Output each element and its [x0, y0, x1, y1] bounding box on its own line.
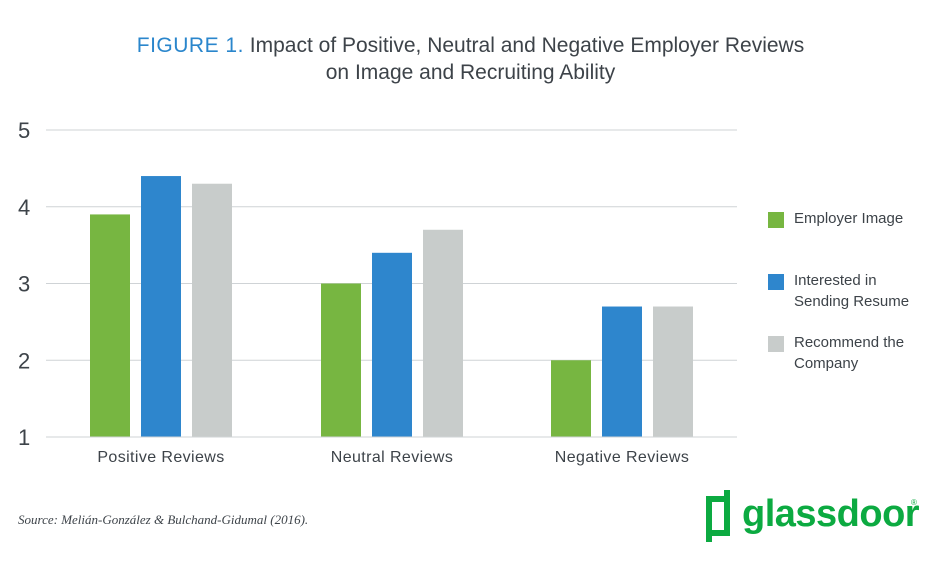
y-tick-label: 4 — [18, 195, 30, 220]
chart-title-line-1: FIGURE 1. Impact of Positive, Neutral an… — [0, 32, 941, 59]
glassdoor-door-icon — [706, 490, 730, 542]
chart-title-text-1: Impact of Positive, Neutral and Negative… — [249, 34, 805, 57]
bar — [141, 176, 181, 438]
legend-item-recommend-the-company: Recommend the Company — [768, 329, 933, 391]
chart-title-line-2: on Image and Recruiting Ability — [325, 61, 616, 84]
bar — [423, 229, 463, 437]
legend-label-line-1: Interested in — [794, 272, 877, 289]
bar — [372, 252, 412, 437]
bar — [653, 306, 693, 437]
bar — [90, 214, 130, 437]
x-tick-label: Positive Reviews — [97, 449, 224, 466]
y-tick-label: 5 — [18, 118, 30, 143]
legend-label: Employer Image — [794, 208, 934, 229]
source-note: Source: Melián-González & Bulchand-Gidum… — [18, 512, 309, 527]
y-tick-label: 1 — [18, 425, 30, 450]
x-tick-label: Negative Reviews — [555, 449, 689, 466]
legend-swatch — [768, 212, 784, 228]
registered-mark-icon: ® — [911, 498, 917, 507]
bar — [192, 183, 232, 437]
x-tick-label: Neutral Reviews — [331, 449, 453, 466]
legend-label-line-1: Recommend the — [794, 334, 905, 351]
legend-swatch — [768, 336, 784, 352]
legend-item-interested-in-sending-resume: Interested in Sending Resume — [768, 267, 933, 329]
chart-legend: Employer Image Interested in Sending Res… — [768, 205, 933, 391]
bar — [551, 360, 591, 437]
glassdoor-wordmark: glassdoor — [742, 493, 920, 535]
bar — [602, 306, 642, 437]
legend-label-line-2: Sending Resume — [794, 293, 910, 310]
chart-title: FIGURE 1. Impact of Positive, Neutral an… — [0, 32, 941, 86]
figure-label: FIGURE 1. — [136, 34, 244, 57]
legend-label: Interested in Sending Resume — [794, 270, 934, 312]
legend-label-line-2: Company — [794, 355, 859, 372]
legend-label-line-1: Employer Image — [794, 210, 904, 227]
y-tick-label: 3 — [18, 272, 30, 297]
legend-item-employer-image: Employer Image — [768, 205, 933, 267]
bar — [321, 283, 361, 437]
legend-label: Recommend the Company — [794, 332, 934, 374]
legend-swatch — [768, 274, 784, 290]
y-tick-label: 2 — [18, 348, 30, 373]
